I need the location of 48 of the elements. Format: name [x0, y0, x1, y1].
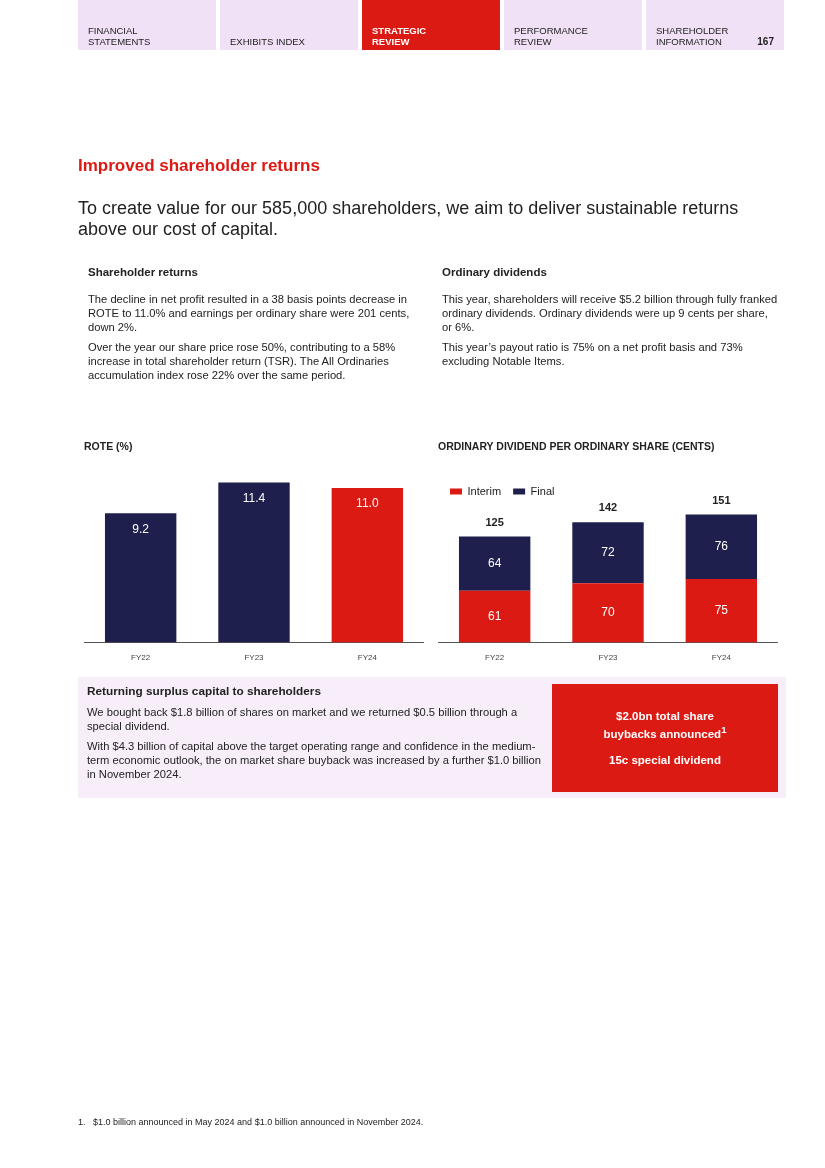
legend-label: Interim	[467, 484, 502, 497]
total-label: 125	[485, 515, 504, 528]
chart-title: ROTE (%)	[84, 440, 134, 452]
text: We bought back $1.8 billion of shares on market and we returned $0.5 billion through a special dividend.	[87, 705, 519, 733]
x-tick-label: FY24	[711, 653, 732, 663]
total-label: 151	[712, 493, 731, 506]
text: STRATEGIC REVIEW	[372, 25, 428, 47]
data-label: 11.4	[242, 490, 266, 505]
bar	[685, 514, 758, 579]
data-label: 64	[487, 556, 502, 571]
data-label: 11.0	[356, 496, 379, 511]
text: SHAREHOLDER INFORMATION	[656, 25, 730, 47]
text: 15c special dividend	[608, 752, 722, 767]
text: Over the year our share price rose 50%, contributing to a 58% increase in total shareholder return (TSR). The All Ordinaries accumulation index rose 22% over the same period.	[88, 340, 397, 382]
data-label: 61	[487, 608, 502, 623]
text: $2.0bn total share buybacks announced$^{1}$	[602, 709, 728, 741]
legend-label: Final	[530, 484, 555, 497]
text: With $4.3 billion of capital above the target operating range and confidence in the medium-term economic outlook, the on market share buyback was increased by a further $1.0 billion in November 2024.	[87, 739, 542, 781]
text: The decline in net profit resulted in a 38 basis points decrease in ROTE to 11.0% and earnings per ordinary share were 201 cents, down 2%.	[88, 292, 411, 334]
text: Improved shareholder returns	[78, 156, 320, 176]
bar	[572, 583, 644, 643]
text: This year, shareholders will receive $5.2 billion through fully franked ordinary dividends. Ordinary dividends were up 9 cents per share, or 6%.	[442, 292, 779, 334]
data-label: 72	[601, 545, 615, 560]
text: Returning surplus capital to shareholders	[87, 684, 322, 698]
text: EXHIBITS INDEX	[230, 36, 305, 47]
x-tick-label: FY24	[357, 653, 378, 663]
bar	[572, 522, 644, 584]
total-label: 142	[598, 501, 618, 514]
x-tick-label: FY22	[131, 653, 151, 663]
bar	[458, 590, 531, 643]
text: 167	[757, 36, 774, 47]
chart-title: ORDINARY DIVIDEND PER ORDINARY SHARE (CENTS)	[438, 440, 716, 452]
text: Shareholder returns	[88, 265, 199, 279]
x-tick-label: FY23	[598, 653, 619, 663]
text: PERFORMANCE REVIEW	[514, 25, 589, 47]
text: FINANCIAL STATEMENTS	[88, 25, 152, 47]
bar	[685, 578, 758, 643]
bar	[458, 536, 531, 591]
text: This year’s payout ratio is 75% on a net profit basis and 73% excluding Notable Items.	[442, 340, 744, 368]
data-label: 70	[601, 605, 615, 620]
text: To create value for our 585,000 shareholders, we aim to deliver sustainable returns above our cost of capital.	[78, 198, 740, 240]
x-tick-label: FY22	[485, 653, 505, 663]
text: Ordinary dividends	[442, 265, 548, 279]
data-label: 9.2	[132, 521, 150, 536]
text: 1. $1.0 billion announced in May 2024 and $1.0 billion announced in November 2024.	[78, 1117, 424, 1127]
data-label: 75	[714, 602, 729, 617]
x-tick-label: FY23	[244, 653, 265, 663]
data-label: 76	[714, 539, 729, 554]
